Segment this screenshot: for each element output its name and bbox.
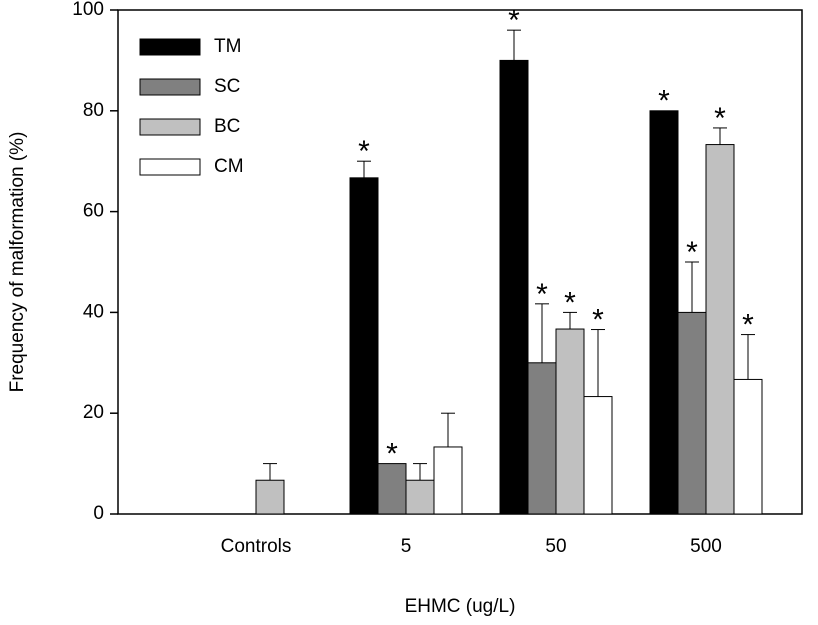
bar <box>405 479 435 515</box>
significance-label: * <box>742 308 754 341</box>
bar <box>527 362 557 515</box>
bar <box>255 479 285 515</box>
legend-label: BC <box>214 116 240 137</box>
significance-label: * <box>658 85 670 118</box>
significance-label: * <box>714 102 726 135</box>
bar <box>649 110 679 515</box>
bar <box>377 463 407 515</box>
significance-label: * <box>686 236 698 269</box>
error-bar <box>563 311 577 330</box>
legend-swatch <box>139 38 201 56</box>
error-bar <box>535 303 549 363</box>
bar <box>349 177 379 515</box>
y-tick-label: 0 <box>93 503 104 524</box>
error-bar <box>441 412 455 447</box>
error-bar <box>685 261 699 313</box>
error-bar <box>263 463 277 481</box>
legend-swatch <box>139 158 201 176</box>
legend-swatch <box>139 118 201 136</box>
x-tick-label: 50 <box>545 536 566 557</box>
error-bar <box>357 160 371 178</box>
error-bar <box>713 127 727 145</box>
bar <box>583 396 613 515</box>
significance-label: * <box>508 4 520 37</box>
error-bar <box>413 463 427 481</box>
x-axis-label: EHMC (ug/L) <box>405 596 516 617</box>
bar <box>555 328 585 515</box>
y-tick-label: 60 <box>83 201 104 222</box>
significance-label: * <box>386 438 398 471</box>
bar <box>499 59 529 515</box>
legend-label: CM <box>214 156 244 177</box>
error-bar <box>507 29 521 61</box>
error-bar <box>591 329 605 397</box>
error-bar <box>741 334 755 380</box>
legend-label: TM <box>214 36 241 57</box>
bar <box>677 311 707 515</box>
y-tick-label: 40 <box>83 301 104 322</box>
x-tick-label: 5 <box>401 536 412 557</box>
y-axis-label: Frequency of malformation (%) <box>7 132 28 393</box>
bar <box>433 446 463 515</box>
bar <box>733 378 763 515</box>
x-tick-label: 500 <box>690 536 722 557</box>
significance-label: * <box>564 286 576 319</box>
legend-swatch <box>139 78 201 96</box>
significance-label: * <box>536 278 548 311</box>
bar <box>705 144 735 515</box>
y-tick-label: 100 <box>72 0 104 20</box>
significance-label: * <box>592 303 604 336</box>
significance-label: * <box>358 135 370 168</box>
x-tick-label: Controls <box>221 536 292 557</box>
legend-label: SC <box>214 76 240 97</box>
y-tick-label: 80 <box>83 100 104 121</box>
y-tick-label: 20 <box>83 402 104 423</box>
